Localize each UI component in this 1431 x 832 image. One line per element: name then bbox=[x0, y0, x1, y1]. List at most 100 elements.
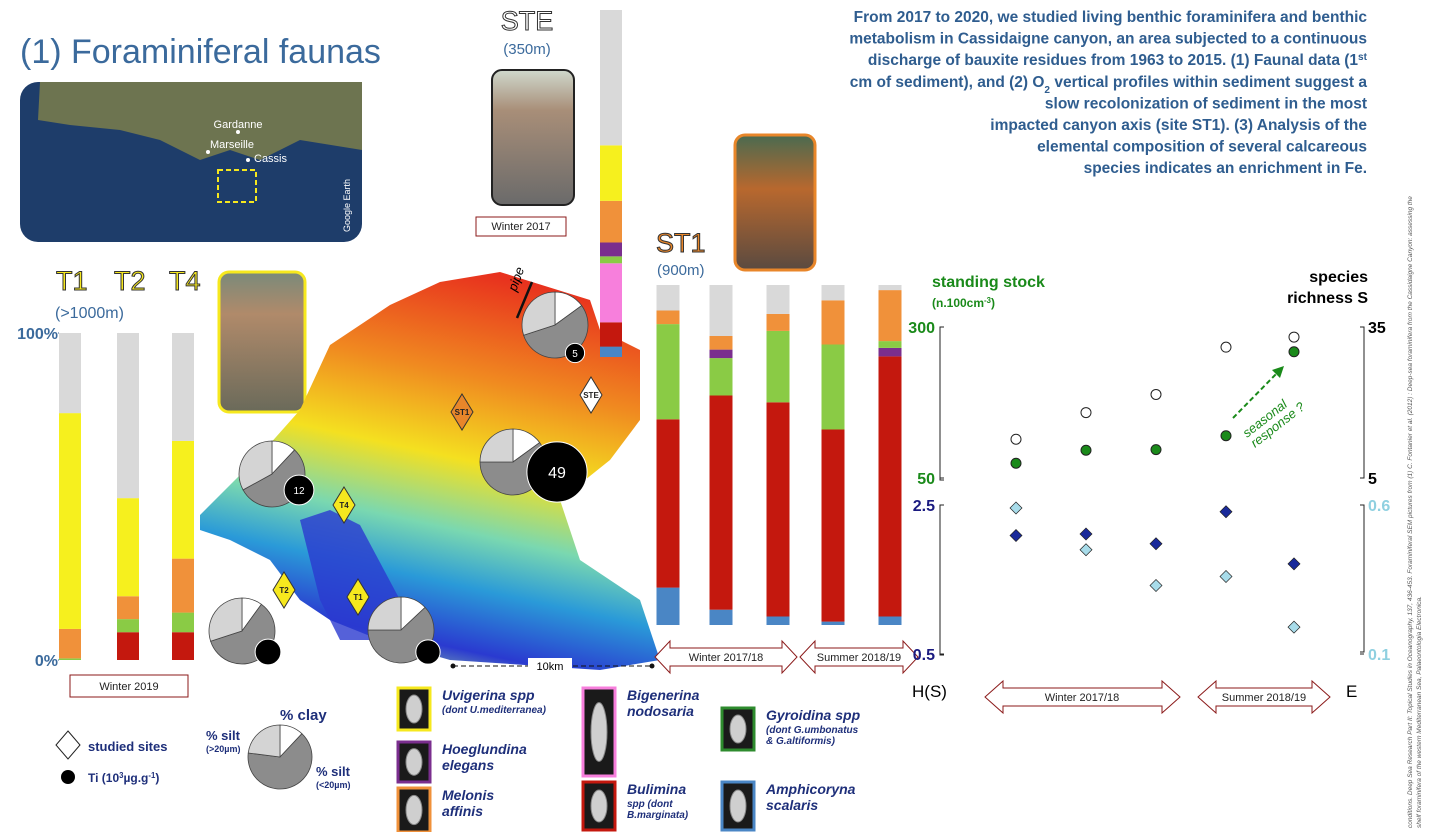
axis-bracket bbox=[939, 326, 1365, 656]
y2-tick-label: 0.1 bbox=[1368, 647, 1390, 664]
season-arrow bbox=[654, 639, 798, 675]
point bbox=[1010, 457, 1022, 469]
bar-segment bbox=[766, 285, 790, 314]
intro-line: From 2017 to 2020, we studied living ben… bbox=[854, 9, 1368, 26]
axis-title: E bbox=[1346, 682, 1357, 701]
axis-title: richness S bbox=[1287, 290, 1368, 307]
pie-slice bbox=[521, 291, 556, 336]
y-tick-label: 300 bbox=[908, 320, 935, 337]
season-label: Winter 2019 bbox=[99, 681, 158, 693]
axis-unit: (n.100cm-3) bbox=[932, 296, 995, 311]
axis-title: H(S) bbox=[912, 682, 947, 701]
y2-tick-label: 5 bbox=[1368, 471, 1377, 488]
taxon-name: scalaris bbox=[766, 797, 818, 813]
study-area bbox=[217, 169, 257, 203]
y2-tick-label: 0.6 bbox=[1368, 498, 1390, 515]
intro-line: species indicates an enrichment in Fe. bbox=[1084, 160, 1367, 177]
site-marker bbox=[332, 486, 356, 524]
pie-slice bbox=[247, 733, 313, 790]
intro-line-part: slow recolonization of sediment in the m… bbox=[1045, 95, 1367, 112]
town bbox=[236, 130, 240, 134]
intro-line-part: cm of sediment), and (2) O bbox=[850, 74, 1045, 91]
intro-line: cm of sediment), and (2) O2 vertical pro… bbox=[850, 74, 1368, 96]
site-marker-label: ST1 bbox=[455, 408, 470, 417]
intro-line-part: st bbox=[1358, 52, 1368, 63]
point bbox=[1149, 537, 1163, 551]
taxon-specimen bbox=[405, 794, 423, 826]
taxon-specimen bbox=[405, 694, 423, 724]
taxon-specimen bbox=[729, 789, 747, 823]
taxon-name: Bulimina bbox=[627, 781, 686, 797]
bar-segment bbox=[600, 256, 622, 264]
bar-segment bbox=[709, 285, 733, 336]
bar-segment bbox=[117, 632, 139, 660]
axis-unit-part: (n.100cm bbox=[932, 296, 984, 310]
pie-legend-label: % silt bbox=[206, 728, 241, 743]
intro-line: slow recolonization of sediment in the m… bbox=[1045, 95, 1367, 112]
site-marker bbox=[272, 571, 296, 609]
intro-line-part: impacted canyon axis (site ST1). (3) Ana… bbox=[990, 117, 1367, 134]
legend-label: studied sites bbox=[88, 739, 167, 754]
bar-segment bbox=[766, 402, 790, 617]
point bbox=[1080, 444, 1092, 456]
bar-segment bbox=[878, 347, 902, 357]
bar-segment bbox=[709, 395, 733, 610]
y-tick-label: 2.5 bbox=[913, 498, 935, 515]
bar-segment bbox=[600, 200, 622, 243]
taxon-specimen bbox=[590, 789, 608, 823]
bar-segment bbox=[656, 324, 680, 420]
point bbox=[1149, 578, 1163, 592]
legend-label-part: 3 bbox=[119, 771, 124, 780]
site-depth: (900m) bbox=[657, 262, 705, 279]
bar-segment bbox=[117, 596, 139, 620]
y2-tick-label: 35 bbox=[1368, 320, 1386, 337]
pie-slice bbox=[208, 597, 243, 642]
legend-label: Ti (103µg.g-1) bbox=[88, 771, 159, 786]
bar-segment bbox=[600, 145, 622, 201]
bar-segment bbox=[600, 263, 622, 323]
site-name: ST1 bbox=[656, 228, 706, 258]
legend-label-part: ) bbox=[155, 771, 159, 785]
season-label: Winter 2017 bbox=[491, 221, 550, 233]
taxon-note: spp (dont bbox=[627, 799, 673, 810]
axis-title: species bbox=[1309, 269, 1368, 286]
taxon-name: Bigenerina bbox=[627, 687, 700, 703]
point bbox=[1080, 407, 1092, 419]
season-label: Summer 2018/19 bbox=[817, 652, 901, 664]
point bbox=[1150, 388, 1162, 400]
pipe-line bbox=[515, 281, 534, 319]
site-marker bbox=[346, 578, 370, 616]
bar-segment bbox=[656, 285, 680, 311]
bar-segment bbox=[600, 322, 622, 347]
bar-segment bbox=[766, 330, 790, 403]
taxon-specimen bbox=[405, 748, 423, 776]
intro-line-part: species indicates an enrichment in Fe. bbox=[1084, 160, 1367, 177]
legend-label-part: -1 bbox=[148, 771, 156, 780]
map-credit: Google Earth bbox=[342, 179, 352, 232]
core-photo bbox=[491, 69, 575, 206]
bar-segment bbox=[821, 621, 845, 625]
taxon-note: (dont U.mediterranea) bbox=[442, 705, 547, 716]
ti-circle bbox=[526, 441, 588, 503]
bar-segment bbox=[59, 333, 81, 414]
land bbox=[38, 82, 362, 160]
canyon bbox=[300, 510, 400, 640]
bar-segment bbox=[709, 609, 733, 625]
bar-segment bbox=[766, 313, 790, 331]
site-depth: (>1000m) bbox=[55, 305, 124, 322]
point bbox=[1150, 444, 1162, 456]
intro-line-part: discharge of bauxite residues from 1963 … bbox=[868, 52, 1359, 69]
taxon-note: (dont G.umbonatus bbox=[766, 725, 859, 736]
site-marker bbox=[579, 376, 603, 414]
citation: conditions. Deep Sea Research Part II: T… bbox=[1407, 196, 1414, 828]
scale-label-bg bbox=[528, 658, 572, 674]
intro-line-part: vertical profiles within sediment sugges… bbox=[1050, 74, 1367, 91]
place-label: Cassis bbox=[254, 153, 288, 165]
site-name: STE bbox=[501, 6, 554, 36]
scale-end bbox=[450, 663, 456, 669]
season-arrow bbox=[799, 639, 919, 675]
intro-line: elemental composition of several calcare… bbox=[1037, 139, 1367, 156]
point bbox=[1079, 543, 1093, 557]
bar-segment bbox=[878, 356, 902, 617]
site-marker-label: T1 bbox=[353, 593, 363, 602]
